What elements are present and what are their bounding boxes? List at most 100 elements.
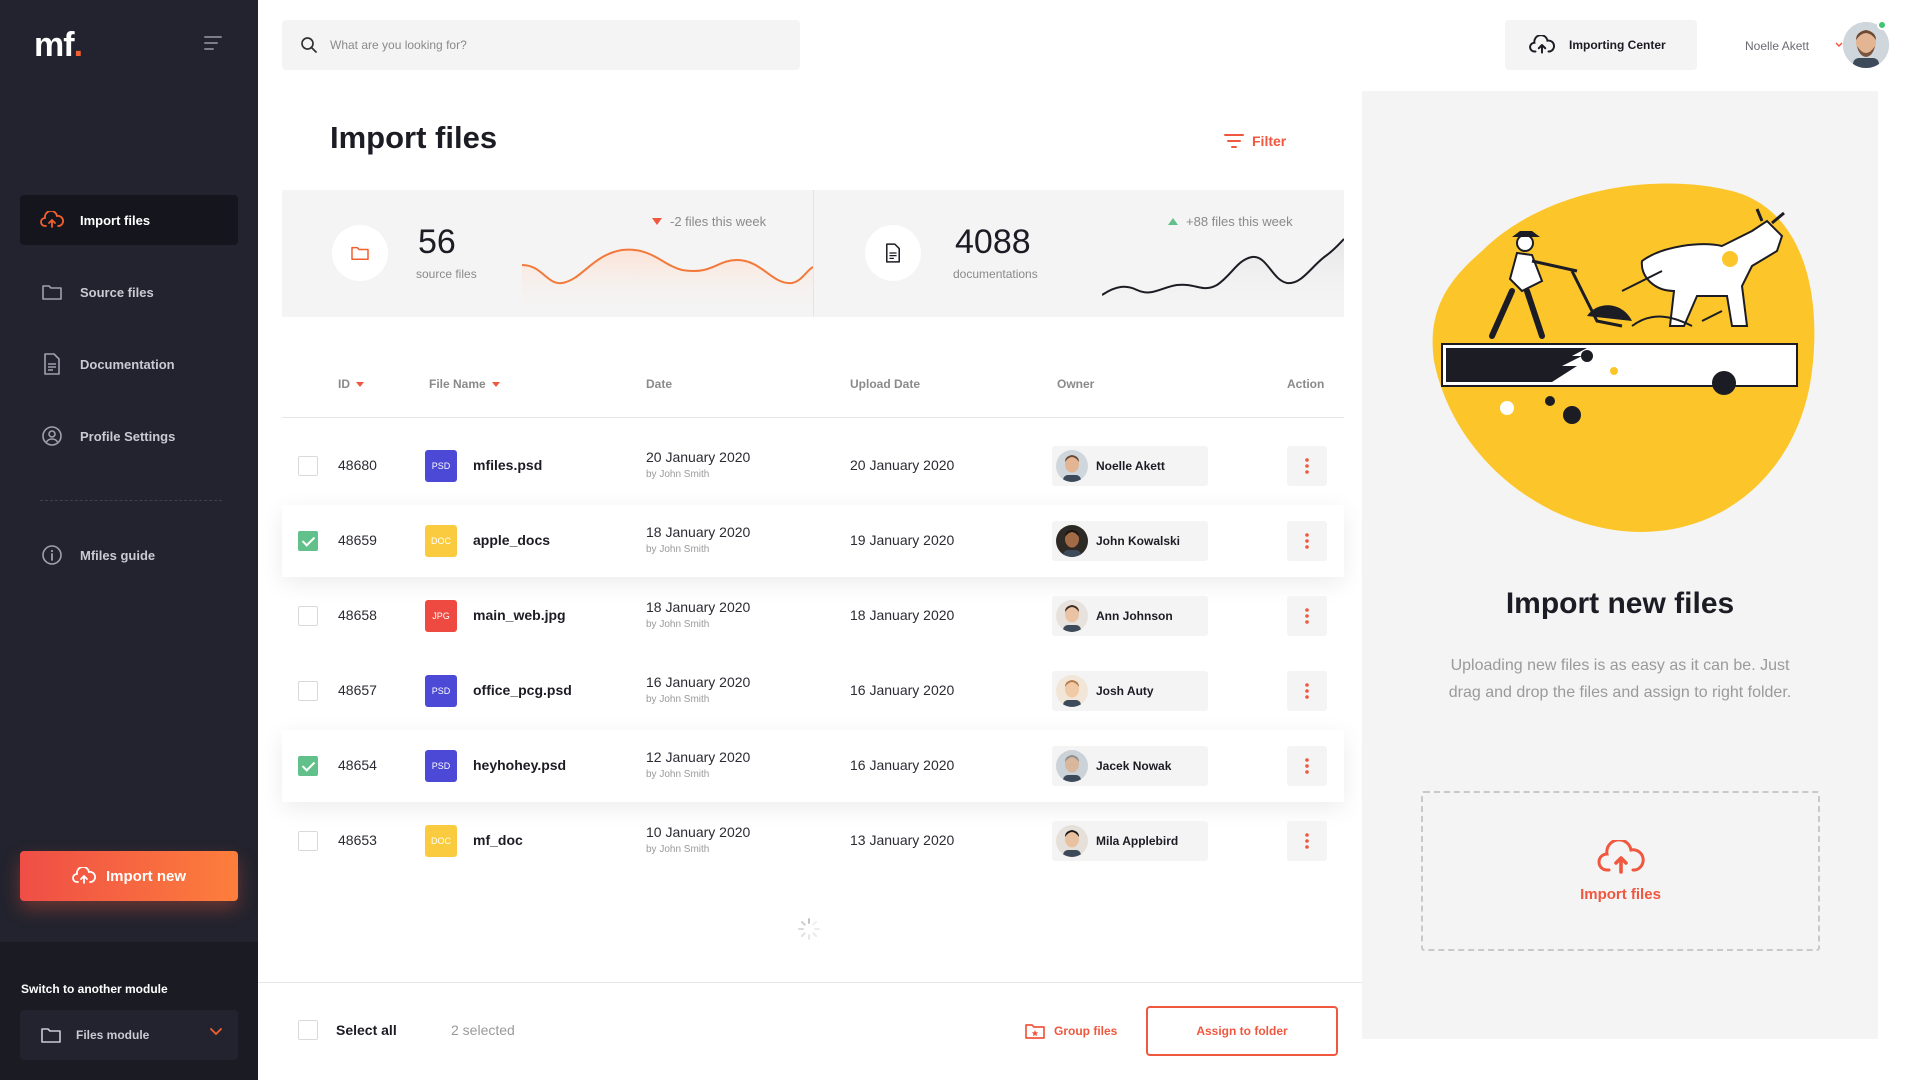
trend-up-icon <box>1168 218 1178 225</box>
sidebar-item-mfiles-guide[interactable]: Mfiles guide <box>20 530 238 580</box>
stats-divider <box>813 190 814 317</box>
row-action-button[interactable] <box>1287 671 1327 711</box>
more-vertical-icon <box>1305 683 1309 699</box>
online-status-indicator <box>1877 20 1887 30</box>
table-row[interactable]: 48654 PSD heyhohey.psd 12 January 2020 b… <box>282 730 1344 802</box>
module-select-value: Files module <box>76 1028 150 1042</box>
row-checkbox[interactable] <box>298 681 318 701</box>
column-header-label: File Name <box>429 377 486 391</box>
user-circle-icon <box>40 424 64 448</box>
assign-to-folder-button[interactable]: Assign to folder <box>1146 1006 1338 1056</box>
row-checkbox[interactable] <box>298 606 318 626</box>
more-vertical-icon <box>1305 758 1309 774</box>
row-checkbox[interactable] <box>298 756 318 776</box>
column-header-id[interactable]: ID <box>338 377 364 391</box>
sidebar-item-import-files[interactable]: Import files <box>20 195 238 245</box>
row-file-name[interactable]: office_pcg.psd <box>473 682 572 698</box>
row-owner[interactable]: John Kowalski <box>1052 521 1208 561</box>
row-owner[interactable]: Ann Johnson <box>1052 596 1208 636</box>
stat-documentations-value: 4088 <box>955 223 1031 261</box>
file-type-badge: PSD <box>425 450 457 482</box>
row-file-name[interactable]: mfiles.psd <box>473 457 543 473</box>
logo-dot: . <box>73 26 84 64</box>
chevron-down-icon <box>210 1028 222 1036</box>
row-owner[interactable]: Noelle Akett <box>1052 446 1208 486</box>
importing-center-button[interactable]: Importing Center <box>1505 20 1697 70</box>
filter-icon <box>1224 134 1244 148</box>
row-action-button[interactable] <box>1287 596 1327 636</box>
file-type-badge: DOC <box>425 825 457 857</box>
row-date: 12 January 2020 <box>646 749 751 765</box>
module-select[interactable]: Files module <box>20 1010 238 1060</box>
column-header-upload-date[interactable]: Upload Date <box>850 377 921 391</box>
row-checkbox[interactable] <box>298 831 318 851</box>
chevron-down-icon[interactable] <box>1835 42 1843 48</box>
sidebar-item-source-files[interactable]: Source files <box>20 267 238 317</box>
row-id: 48654 <box>338 757 377 773</box>
filter-button[interactable]: Filter <box>1224 133 1286 149</box>
cloud-upload-icon <box>1597 839 1645 876</box>
selected-count: 2 selected <box>451 1022 515 1038</box>
table-row[interactable]: 48659 DOC apple_docs 18 January 2020 by … <box>282 505 1344 577</box>
table-row[interactable]: 48653 DOC mf_doc 10 January 2020 by John… <box>282 805 1344 877</box>
row-owner[interactable]: Jacek Nowak <box>1052 746 1208 786</box>
row-owner[interactable]: Mila Applebird <box>1052 821 1208 861</box>
user-name[interactable]: Noelle Akett <box>1745 39 1810 53</box>
row-created-by: by John Smith <box>646 694 710 705</box>
sidebar-divider <box>40 500 222 501</box>
table-row[interactable]: 48657 PSD office_pcg.psd 16 January 2020… <box>282 655 1344 727</box>
cloud-upload-icon <box>72 867 96 885</box>
sidebar-item-label: Mfiles guide <box>80 547 156 563</box>
row-file-name[interactable]: heyhohey.psd <box>473 757 567 773</box>
sidebar-item-profile-settings[interactable]: Profile Settings <box>20 411 238 461</box>
sidebar-item-label: Import files <box>80 212 151 228</box>
stat-documentations-change: +88 files this week <box>1168 214 1293 229</box>
sidebar-item-documentation[interactable]: Documentation <box>20 339 238 389</box>
group-files-button[interactable]: Group files <box>1024 1022 1117 1040</box>
menu-icon[interactable] <box>204 36 222 50</box>
row-owner-name: Ann Johnson <box>1096 609 1173 623</box>
row-file-name[interactable]: main_web.jpg <box>473 607 566 623</box>
info-icon <box>40 543 64 567</box>
row-upload-date: 16 January 2020 <box>850 682 955 698</box>
table-row[interactable]: 48680 PSD mfiles.psd 20 January 2020 by … <box>282 430 1344 502</box>
column-header-file-name[interactable]: File Name <box>429 377 500 391</box>
stat-documentations-sparkline <box>1102 238 1344 317</box>
dropzone-label: Import files <box>1580 885 1661 903</box>
row-upload-date: 16 January 2020 <box>850 757 955 773</box>
file-dropzone[interactable]: Import files <box>1421 791 1820 951</box>
row-file-name[interactable]: apple_docs <box>473 532 551 548</box>
column-header-owner[interactable]: Owner <box>1057 377 1095 391</box>
stat-documentations-label: documentations <box>953 267 1038 281</box>
sort-icon <box>491 381 500 387</box>
row-date: 16 January 2020 <box>646 674 751 690</box>
row-action-button[interactable] <box>1287 521 1327 561</box>
row-checkbox[interactable] <box>298 531 318 551</box>
file-type-badge: PSD <box>425 675 457 707</box>
row-owner[interactable]: Josh Auty <box>1052 671 1208 711</box>
select-all-checkbox[interactable] <box>298 1020 318 1040</box>
row-action-button[interactable] <box>1287 746 1327 786</box>
avatar <box>1056 600 1088 632</box>
row-action-button[interactable] <box>1287 446 1327 486</box>
avatar[interactable] <box>1843 22 1889 68</box>
trend-down-icon <box>652 218 662 225</box>
import-new-button[interactable]: Import new <box>20 851 238 901</box>
table-row[interactable]: 48658 JPG main_web.jpg 18 January 2020 b… <box>282 580 1344 652</box>
row-owner-name: Jacek Nowak <box>1096 759 1172 773</box>
row-checkbox[interactable] <box>298 456 318 476</box>
stats-panel: 56 source files -2 files this week 4088 … <box>282 190 1344 317</box>
sidebar-item-label: Documentation <box>80 356 175 372</box>
import-panel: Import new files Uploading new files is … <box>1362 91 1878 1039</box>
row-file-name[interactable]: mf_doc <box>473 832 523 848</box>
logo[interactable]: mf. <box>34 26 84 65</box>
row-owner-name: Mila Applebird <box>1096 834 1179 848</box>
select-all-label[interactable]: Select all <box>336 1022 397 1038</box>
row-owner-name: Noelle Akett <box>1096 459 1165 473</box>
search-input[interactable] <box>330 38 730 52</box>
folder-icon <box>350 245 370 261</box>
document-icon <box>40 352 64 376</box>
column-header-date[interactable]: Date <box>646 377 673 391</box>
sidebar-item-label: Source files <box>80 284 154 300</box>
row-action-button[interactable] <box>1287 821 1327 861</box>
